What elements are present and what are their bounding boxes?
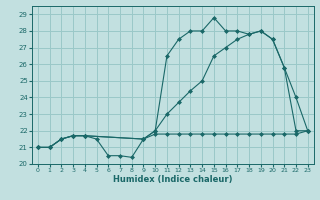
X-axis label: Humidex (Indice chaleur): Humidex (Indice chaleur) xyxy=(113,175,233,184)
